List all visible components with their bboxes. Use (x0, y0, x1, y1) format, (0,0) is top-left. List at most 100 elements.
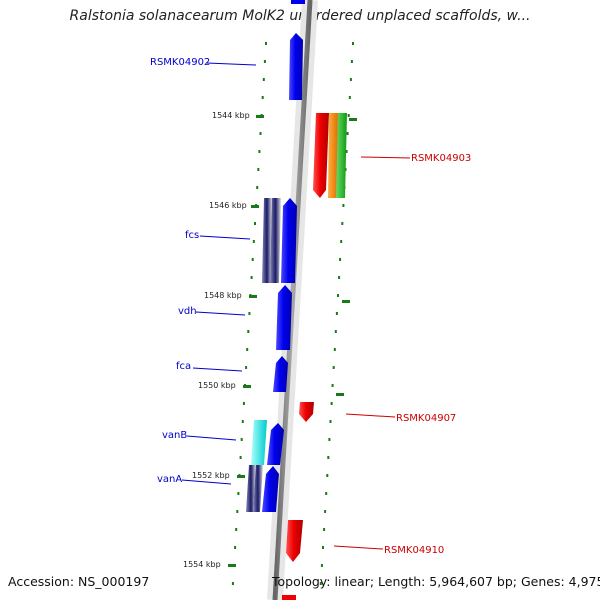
minor-tick (348, 96, 351, 99)
cog-block-fcs-a[interactable] (262, 198, 272, 283)
minor-tick (258, 150, 261, 153)
reverse-strand-genes (282, 113, 347, 600)
gene-arrow-top-fragment[interactable] (291, 0, 305, 4)
ruler-label: 1554 kbp (183, 560, 221, 569)
gene-label-vanB[interactable]: vanB (162, 430, 187, 441)
leader-line (181, 479, 232, 485)
minor-tick (241, 420, 244, 423)
minor-tick (254, 222, 256, 225)
cog-block-RSMK04903-orange[interactable] (328, 113, 338, 198)
minor-tick (248, 312, 251, 315)
gene-label-RSMK04910[interactable]: RSMK04910 (384, 545, 444, 556)
leader-line (333, 545, 384, 550)
leader-line (206, 62, 257, 66)
minor-tick (234, 546, 237, 549)
minor-tick (246, 348, 249, 351)
minor-tick (235, 528, 238, 531)
ruler-label: 1548 kbp (204, 291, 242, 300)
minor-tick (319, 582, 322, 585)
gene-arrow-RSMK04903[interactable] (313, 113, 329, 198)
minor-tick (328, 438, 331, 441)
genome-summary-text: Topology: linear; Length: 5,964,607 bp; … (272, 574, 600, 589)
minor-tick (339, 258, 342, 261)
left-gene-labels: RSMK04902 fcs vdh fca vanB vanA (150, 57, 257, 485)
minor-tick (247, 330, 250, 333)
gene-arrow-fcs[interactable] (281, 198, 297, 283)
minor-tick (261, 96, 264, 99)
gene-arrow-vanA[interactable] (262, 466, 279, 512)
minor-tick (338, 276, 341, 279)
ruler-major-tick-right (342, 300, 350, 303)
minor-tick (322, 546, 324, 549)
minor-tick (330, 402, 333, 405)
ruler-major-tick (243, 385, 251, 388)
ruler-major-tick (249, 295, 257, 298)
minor-tick (256, 186, 259, 189)
gene-label-RSMK04907[interactable]: RSMK04907 (396, 413, 456, 424)
gene-arrow-RSMK04907[interactable] (299, 402, 314, 422)
gene-arrow-bottom-fragment[interactable] (282, 595, 296, 600)
minor-tick (323, 528, 326, 531)
gene-arrow-RSMK04902[interactable] (289, 33, 303, 100)
gene-label-RSMK04902[interactable]: RSMK04902 (150, 57, 210, 68)
cog-block-vanA-a[interactable] (246, 465, 256, 512)
leader-line (199, 235, 251, 240)
minor-tick (252, 240, 255, 243)
ruler-major-tick (251, 205, 259, 208)
minor-tick (236, 510, 239, 513)
minor-tick (337, 294, 339, 297)
leader-line (360, 156, 411, 159)
minor-tick (333, 348, 336, 351)
ruler: 1544 kbp 1546 kbp 1548 kbp 1550 kbp 1552… (183, 111, 357, 569)
leader-line (345, 413, 396, 418)
ruler-major-tick (256, 115, 264, 118)
leader-line (192, 367, 243, 372)
cog-block-vanB[interactable] (251, 420, 267, 465)
minor-tick (345, 150, 348, 153)
minor-tick (240, 438, 243, 441)
gene-label-vanA[interactable]: vanA (157, 474, 182, 485)
gene-label-vdh[interactable]: vdh (178, 306, 197, 317)
minor-tick (335, 312, 338, 315)
minor-tick (352, 42, 354, 45)
minor-tick (341, 222, 344, 225)
ruler-major-tick-right (336, 393, 344, 396)
gene-arrow-vdh[interactable] (276, 285, 292, 350)
cog-blocks-left (246, 198, 281, 512)
minor-tick (259, 132, 262, 135)
gene-arrow-vanB[interactable] (267, 423, 284, 465)
minor-tick (334, 330, 337, 333)
ruler-label: 1552 kbp (192, 471, 230, 480)
forward-strand-genes (262, 33, 303, 512)
gene-arrow-fca[interactable] (273, 356, 288, 392)
minor-tick (251, 258, 254, 261)
gene-label-fcs[interactable]: fcs (185, 230, 199, 241)
gene-label-RSMK04903[interactable]: RSMK04903 (411, 153, 471, 164)
minor-tick (340, 240, 343, 243)
minor-tick (329, 420, 332, 423)
minor-tick (245, 366, 248, 369)
minor-tick (346, 132, 349, 135)
ruler-label: 1544 kbp (212, 111, 250, 120)
ruler-major-tick-right (349, 118, 357, 121)
ruler-major-tick (228, 564, 236, 567)
cog-block-RSMK04903-green[interactable] (336, 113, 347, 198)
ruler-major-tick (237, 475, 245, 478)
map-title: Ralstonia solanacearum MolK2 unordered u… (69, 8, 531, 24)
cog-block-vanA-b[interactable] (253, 465, 263, 512)
minor-tick (349, 78, 352, 81)
backbone-line (272, 0, 313, 600)
minor-tick (320, 564, 323, 567)
minor-tick (262, 78, 265, 81)
minor-tick (324, 510, 327, 513)
gene-arrow-RSMK04910[interactable] (286, 520, 303, 562)
leader-line (195, 311, 246, 316)
accession-text: Accession: NS_000197 (8, 574, 150, 589)
minor-tick (331, 384, 334, 387)
minor-tick (250, 276, 253, 279)
gene-label-fca[interactable]: fca (176, 361, 191, 372)
minor-tick (325, 492, 328, 495)
minor-tick (327, 456, 330, 459)
cog-block-fcs-b[interactable] (270, 198, 281, 283)
